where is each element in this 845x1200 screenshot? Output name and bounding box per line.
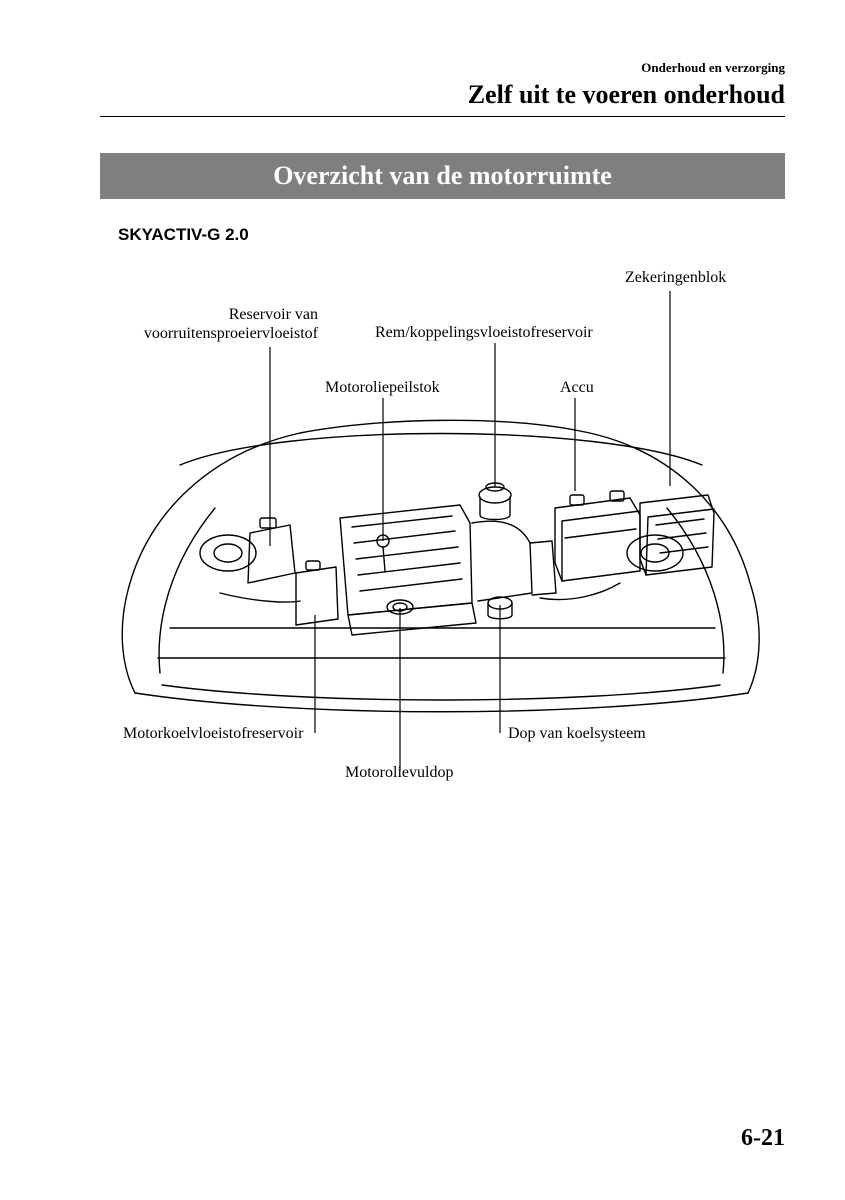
label-washer-line1: Reservoir van [229, 306, 318, 323]
section-title-bar: Overzicht van de motorruimte [100, 153, 785, 199]
header-title: Zelf uit te voeren onderhoud [100, 80, 785, 110]
engine-compartment-diagram: Reservoir van voorruitensproeiervloeisto… [100, 263, 785, 783]
label-washer-line2: voorruitensproeiervloeistof [144, 325, 318, 342]
label-coolant-reservoir: Motorkoelvloeistofreservoir [123, 724, 303, 743]
label-washer-reservoir: Reservoir van voorruitensproeiervloeisto… [108, 305, 318, 343]
page-number: 6-21 [741, 1125, 785, 1152]
header-category: Onderhoud en verzorging [100, 60, 785, 76]
label-battery: Accu [560, 378, 594, 397]
label-oil-filler-cap: Motorolievuldop [345, 763, 453, 782]
label-fuse-block: Zekeringenblok [625, 268, 726, 287]
engine-outline [122, 420, 759, 711]
engine-variant-subhead: SKYACTIV-G 2.0 [118, 225, 785, 245]
label-brake-clutch-reservoir: Rem/koppelingsvloeistofreservoir [375, 323, 593, 342]
label-dipstick: Motoroliepeilstok [325, 378, 440, 397]
header-rule [100, 116, 785, 117]
label-cooling-cap: Dop van koelsysteem [508, 724, 646, 743]
